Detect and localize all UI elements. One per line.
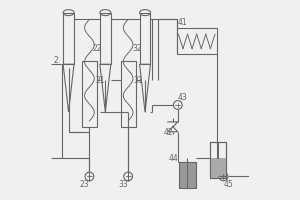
Text: 31: 31 <box>134 76 143 85</box>
Bar <box>210 142 226 178</box>
Text: 45: 45 <box>224 180 233 189</box>
Text: 33: 33 <box>118 180 128 189</box>
Bar <box>210 158 226 178</box>
Bar <box>179 162 196 188</box>
Text: 32: 32 <box>132 44 142 53</box>
Bar <box>121 61 136 127</box>
Text: 2: 2 <box>53 56 58 65</box>
Text: 43: 43 <box>178 93 188 102</box>
Bar <box>210 142 226 178</box>
Text: 41: 41 <box>178 18 188 27</box>
Text: 42: 42 <box>164 128 173 137</box>
Text: 44: 44 <box>169 154 178 163</box>
Bar <box>100 13 111 64</box>
Bar <box>177 28 217 54</box>
Bar <box>82 61 97 127</box>
Text: 22: 22 <box>93 44 102 53</box>
Bar <box>140 13 151 64</box>
Text: 21: 21 <box>95 76 105 85</box>
Text: 23: 23 <box>79 180 89 189</box>
Bar <box>63 13 74 64</box>
